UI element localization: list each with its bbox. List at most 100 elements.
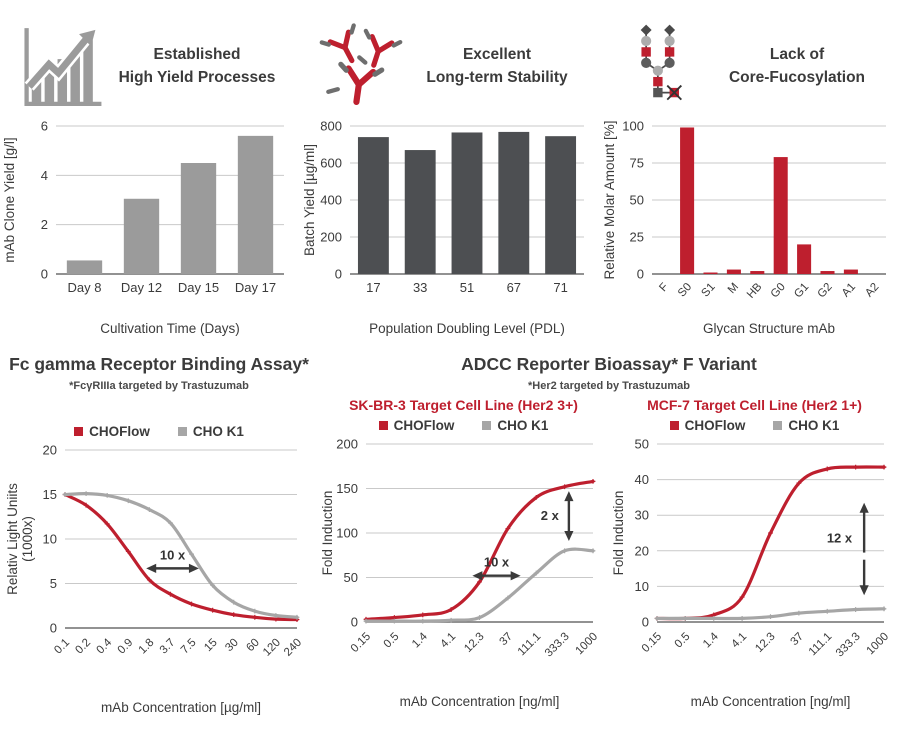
y-tick-label: 15 [43,487,57,502]
x-tick-label: 12.3 [753,631,777,655]
bar [843,269,858,274]
arrowhead [564,531,574,542]
glycan-structure-icon-svg [640,24,682,101]
data-point-marker [739,616,745,621]
panel-title-fucosylation: Lack of Core-Fucosylation [704,43,890,90]
data-point-marker [477,615,482,620]
legend: CHOFlow CHO K1 [669,416,839,434]
legend-label: CHOFlow [684,417,746,433]
y-tick-label: 75 [630,156,644,171]
data-point-marker [824,466,830,472]
x-tick-label: M [726,281,741,296]
data-point-marker [505,526,511,531]
x-tick-label: 7.5 [179,637,199,657]
legend-item-choflow: CHOFlow [669,417,746,433]
panel-fucosylation: Lack of Core-Fucosylation 0 25 50 75 100 F S0 S… [600,0,900,346]
x-tick-label: 37 [497,631,515,649]
panel-title-line2: High Yield Processes [118,69,276,86]
data-point-marker [533,570,539,576]
arrowhead [188,563,199,573]
data-point-marker [505,595,511,601]
panel-stability: Excellent Long-term Stability 0 200 400 600… [300,0,600,346]
choflow-swatch [378,420,388,430]
series-line-choflow [364,479,595,621]
adcc-assay-section: ADCC Reporter Bioassay* F Variant *Her2 … [318,346,900,720]
panel-title-line1: Established [153,45,241,63]
data-point-marker [682,616,688,621]
panel-title-line1: Lack of [769,45,825,63]
bar [773,157,788,274]
data-point-marker [711,616,717,621]
y-tick-label: 6 [41,119,48,134]
bar [66,260,103,274]
x-axis-title: Population Doubling Level (PDL) [369,321,565,336]
panel-title-line2: Core-Fucosylation [728,69,866,86]
bar [726,269,741,274]
arrowhead [564,491,574,502]
bar [750,271,765,274]
bar [680,127,695,274]
y-tick-label: 30 [635,508,649,523]
mcf7-panel: MCF-7 Target Cell Line (Her2 1+) CHOFlow… [609,392,900,714]
y-axis-title: Relative Molar Amount [%] [602,120,617,279]
mcf7-title: MCF-7 Target Cell Line (Her2 1+) [647,397,862,413]
y-tick-label: 600 [320,156,342,171]
data-point-marker [853,607,859,612]
data-point-marker [189,551,194,557]
x-tick-label: Day 17 [235,280,276,295]
data-point-marker [654,616,660,621]
skbr3-panel: SK-BR-3 Target Cell Line (Her2 3+) CHOFl… [318,392,609,714]
data-point-marker [83,502,89,508]
bottom-row: Fc gamma Receptor Binding Assay* *FcγRII… [0,346,900,720]
chok1-swatch [177,426,187,436]
x-tick-label: 0.5 [382,631,402,651]
fc-gamma-title: Fc gamma Receptor Binding Assay* [9,354,309,374]
legend-item-choflow: CHOFlow [378,418,454,433]
adcc-subtitle: *Her2 targeted by Trastuzumab [528,380,690,392]
panel-header: Excellent Long-term Stability [300,0,600,112]
chok1-swatch [773,420,783,430]
x-axis-title: mAb Concentration [ng/ml] [400,694,560,709]
series-line-cho-k1 [364,547,595,623]
legend-item-chok1: CHO K1 [177,424,244,439]
y-tick-label: 10 [43,532,57,547]
data-point-marker [273,613,279,618]
data-point-marker [391,618,397,624]
y-tick-label: 0 [335,267,342,282]
data-point-marker [168,520,173,526]
y-tick-label: 10 [635,579,649,594]
x-tick-label: 33 [413,280,427,295]
x-tick-label: 0.4 [95,636,115,656]
data-point-marker [420,612,426,618]
data-point-marker [420,618,426,624]
data-point-marker [83,491,89,497]
growth-chart-icon-svg [24,28,102,106]
legend-label: CHO K1 [497,417,549,433]
data-point-marker [768,614,773,620]
y-tick-label: 100 [336,526,358,541]
x-tick-label: 4.1 [438,631,458,651]
bar [545,136,577,274]
x-tick-label: 333.3 [543,631,572,660]
skbr3-title: SK-BR-3 Target Cell Line (Her2 3+) [349,397,578,413]
panel-title-high-yield: Established High Yield Processes [104,43,290,90]
y-axis-title: Relativ Light Uniits(1000x) [5,483,35,595]
panel-title-stability: Excellent Long-term Stability [404,43,590,90]
x-tick-label: 51 [460,280,474,295]
data-point-marker [62,492,68,497]
x-axis-title: Cultivation Time (Days) [100,321,240,336]
adcc-title: ADCC Reporter Bioassay* F Variant [461,354,757,374]
top-row: Established High Yield Processes 0 2 4 6 Day… [0,0,900,346]
x-tick-label: G0 [769,281,788,300]
y-tick-label: 4 [41,168,48,183]
data-point-marker [533,495,539,500]
x-tick-label: S0 [676,281,694,299]
fc-gamma-assay-section: Fc gamma Receptor Binding Assay* *FcγRII… [0,346,318,720]
legend: CHOFlow CHO K1 [74,422,244,440]
y-tick-label: 20 [43,443,57,458]
choflow-swatch [669,420,679,430]
data-point-marker [294,614,300,620]
choflow-swatch [74,426,84,436]
data-point-marker [562,484,568,490]
y-tick-label: 200 [320,230,342,245]
